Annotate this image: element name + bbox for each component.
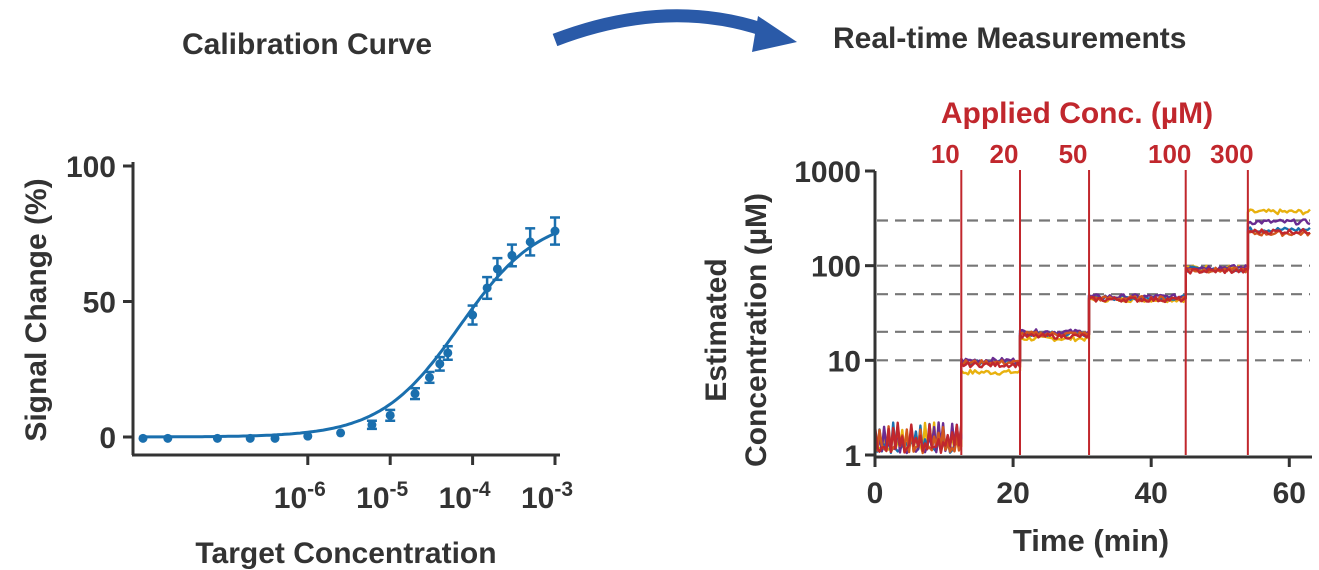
calibration-point <box>303 431 313 441</box>
measurement-trace <box>873 226 1311 454</box>
realtime-x-tick-label: 60 <box>1273 477 1306 510</box>
calibration-point <box>550 226 560 236</box>
realtime-y-tick-label: 10 <box>828 345 861 378</box>
calibration-point <box>163 433 173 443</box>
arrow-head <box>752 16 797 52</box>
calibration-point <box>425 372 435 382</box>
realtime-y-tick-label: 1000 <box>794 156 861 189</box>
calibration-chart: 0 50 100 10-6 10-5 10-4 10-3 Target Concentrat… <box>20 151 573 570</box>
calibration-point <box>468 310 478 320</box>
calibration-point <box>336 428 346 438</box>
calibration-y-tick-label: 0 <box>99 422 116 455</box>
measurement-trace <box>873 229 1311 455</box>
calibration-x-tick-label: 10-3 <box>521 478 573 515</box>
calibration-point <box>212 433 222 443</box>
realtime-x-tick-label: 0 <box>867 477 884 510</box>
calibration-point <box>138 433 148 443</box>
realtime-x-tick-label: 40 <box>1135 477 1168 510</box>
calibration-heading: Calibration Curve <box>182 28 433 61</box>
calibration-y-tick-label: 100 <box>66 151 116 184</box>
realtime-y-axis-label-line2: Concentration (µM) <box>740 193 773 467</box>
applied-conc-label: 300 <box>1210 139 1253 169</box>
calibration-point <box>443 348 453 358</box>
applied-conc-label: 10 <box>931 139 960 169</box>
calibration-point <box>482 283 492 293</box>
measurement-trace <box>874 218 1311 455</box>
measurement-trace <box>873 228 1311 454</box>
applied-conc-label: 50 <box>1059 139 1088 169</box>
calibration-point <box>385 410 395 420</box>
realtime-y-axis-label-line1: Estimated <box>700 258 733 401</box>
applied-conc-label: 100 <box>1148 139 1191 169</box>
applied-conc-label: 20 <box>990 139 1019 169</box>
calibration-point <box>245 433 255 443</box>
calibration-x-tick-label: 10-5 <box>356 478 408 515</box>
calibration-point <box>507 250 517 260</box>
calibration-x-axis-label: Target Concentration <box>195 537 496 570</box>
realtime-y-tick-label: 1 <box>844 440 861 473</box>
realtime-y-tick-label: 100 <box>811 251 861 284</box>
calibration-y-axis-label: Signal Change (%) <box>20 178 53 441</box>
realtime-x-tick-label: 20 <box>996 477 1029 510</box>
calibration-x-tick-label: 10-6 <box>274 478 326 515</box>
calibration-point <box>410 389 420 399</box>
applied-conc-title: Applied Conc. (µM) <box>941 97 1213 130</box>
measurements-heading: Real-time Measurements <box>833 22 1187 55</box>
calibration-point <box>435 359 445 369</box>
arrow <box>552 9 773 47</box>
calibration-y-tick-label: 50 <box>83 287 116 320</box>
realtime-chart: Applied Conc. (µM) 10 20 50 100 300 1 10 100 10… <box>700 97 1312 558</box>
calibration-point <box>367 420 377 430</box>
calibration-fit-curve <box>143 232 556 439</box>
calibration-point <box>525 237 535 247</box>
realtime-x-axis-label: Time (min) <box>1013 523 1169 558</box>
calibration-point <box>492 264 502 274</box>
calibration-point <box>270 433 280 443</box>
calibration-x-tick-label: 10-4 <box>439 478 491 515</box>
